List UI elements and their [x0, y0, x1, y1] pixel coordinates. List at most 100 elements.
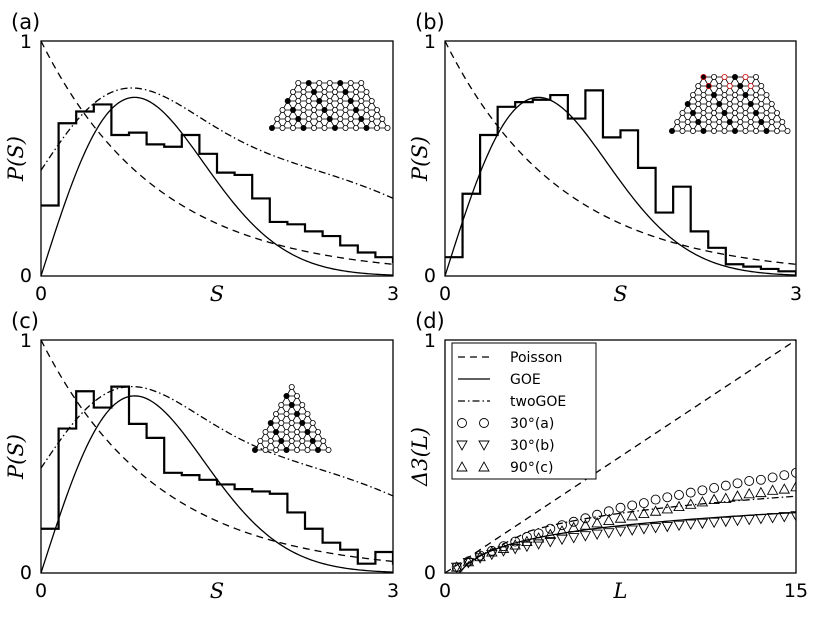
- point-triangle-up: [755, 486, 767, 498]
- atom: [326, 98, 333, 105]
- atom: [737, 83, 744, 90]
- atom: [288, 401, 295, 408]
- atom: [774, 110, 781, 117]
- x-tick-label: 0: [439, 283, 451, 305]
- point-triangle-down: [556, 534, 568, 546]
- point-triangle-down: [755, 514, 767, 525]
- atom: [321, 107, 328, 114]
- point-triangle-up: [497, 542, 510, 553]
- point-triangle-down: [661, 521, 674, 533]
- point-circle: [720, 480, 731, 491]
- atom: [363, 107, 370, 114]
- legend-label: 30°(b): [510, 438, 555, 454]
- point-triangle-up: [567, 521, 580, 533]
- atom: [753, 92, 760, 99]
- atom: [732, 92, 739, 99]
- point-triangle-up: [509, 539, 521, 550]
- atom: [283, 428, 290, 435]
- atom: [342, 125, 349, 132]
- atom: [358, 80, 365, 87]
- atom: [304, 446, 311, 453]
- plot-area: [41, 340, 393, 573]
- atom: [305, 98, 312, 105]
- atom: [274, 116, 281, 123]
- atom: [384, 125, 391, 132]
- x-axis-label: L: [613, 579, 628, 603]
- x-tick-label: 15: [784, 580, 808, 602]
- point-triangle-down: [544, 537, 557, 548]
- atom: [774, 127, 781, 134]
- point-triangle-up: [661, 502, 674, 514]
- atom: [295, 98, 302, 105]
- point-circle: [510, 536, 521, 547]
- legend-label: GOE: [510, 372, 541, 388]
- atom: [779, 119, 786, 126]
- y-axis-label: P(S): [4, 434, 28, 480]
- atom: [711, 74, 718, 81]
- point-triangle-down: [649, 523, 662, 534]
- plot-area: [445, 340, 796, 573]
- atom: [669, 127, 676, 134]
- point-circle: [521, 531, 532, 542]
- atom: [753, 110, 760, 117]
- panel-d: 0 15 0 1 L Δ3(L) (d) Poisson GOE twoGOE 30°(a) 30°(…: [408, 309, 808, 603]
- point-circle: [592, 509, 603, 520]
- atom: [289, 125, 296, 132]
- atom: [705, 101, 712, 108]
- inset-lattice-a: [268, 80, 391, 132]
- point-triangle-up: [614, 512, 627, 523]
- point-triangle-down: [591, 529, 603, 541]
- atom: [695, 101, 702, 108]
- atom: [293, 392, 300, 399]
- point-triangle-up: [790, 480, 796, 492]
- inset-lattice-c: [251, 383, 332, 453]
- point-triangle-down: [579, 531, 592, 542]
- point-triangle-up: [720, 492, 732, 503]
- atom: [284, 98, 291, 105]
- atom: [278, 419, 285, 426]
- atom: [732, 74, 739, 81]
- curve-goe: [445, 96, 796, 276]
- atom: [267, 419, 274, 426]
- point-triangle-down: [731, 515, 744, 527]
- point-circle: [498, 541, 509, 552]
- atom: [316, 98, 323, 105]
- point-circle: [627, 500, 638, 511]
- point-triangle-up: [544, 528, 557, 540]
- atom: [300, 89, 307, 96]
- atom: [684, 101, 691, 108]
- atom: [262, 428, 269, 435]
- point-circle: [732, 478, 743, 489]
- atom: [347, 116, 354, 123]
- atom: [299, 401, 306, 408]
- legend-label: twoGOE: [510, 394, 566, 410]
- point-circle: [755, 474, 766, 485]
- atom: [679, 110, 686, 117]
- point-triangle-up: [521, 535, 533, 546]
- atom: [726, 101, 733, 108]
- atom: [358, 98, 365, 105]
- atom: [305, 116, 312, 123]
- plot-area: [445, 41, 796, 276]
- point-triangle-down: [614, 526, 627, 537]
- panel-label: (d): [415, 309, 445, 333]
- atom: [716, 119, 723, 126]
- atom: [721, 92, 728, 99]
- atom: [753, 127, 760, 134]
- atom: [309, 419, 316, 426]
- point-triangle-up: [696, 496, 709, 507]
- point-triangle-down: [766, 513, 779, 524]
- atom: [352, 89, 359, 96]
- point-circle: [533, 528, 544, 539]
- point-triangle-down: [603, 528, 615, 539]
- point-circle: [779, 470, 790, 481]
- atom: [300, 125, 307, 132]
- atom: [284, 116, 291, 123]
- atom: [331, 89, 338, 96]
- panel-label: (a): [11, 10, 40, 34]
- atom: [679, 127, 686, 134]
- atom: [283, 446, 290, 453]
- point-triangle-down: [497, 546, 510, 557]
- atom: [279, 107, 286, 114]
- plot-area: [41, 41, 393, 276]
